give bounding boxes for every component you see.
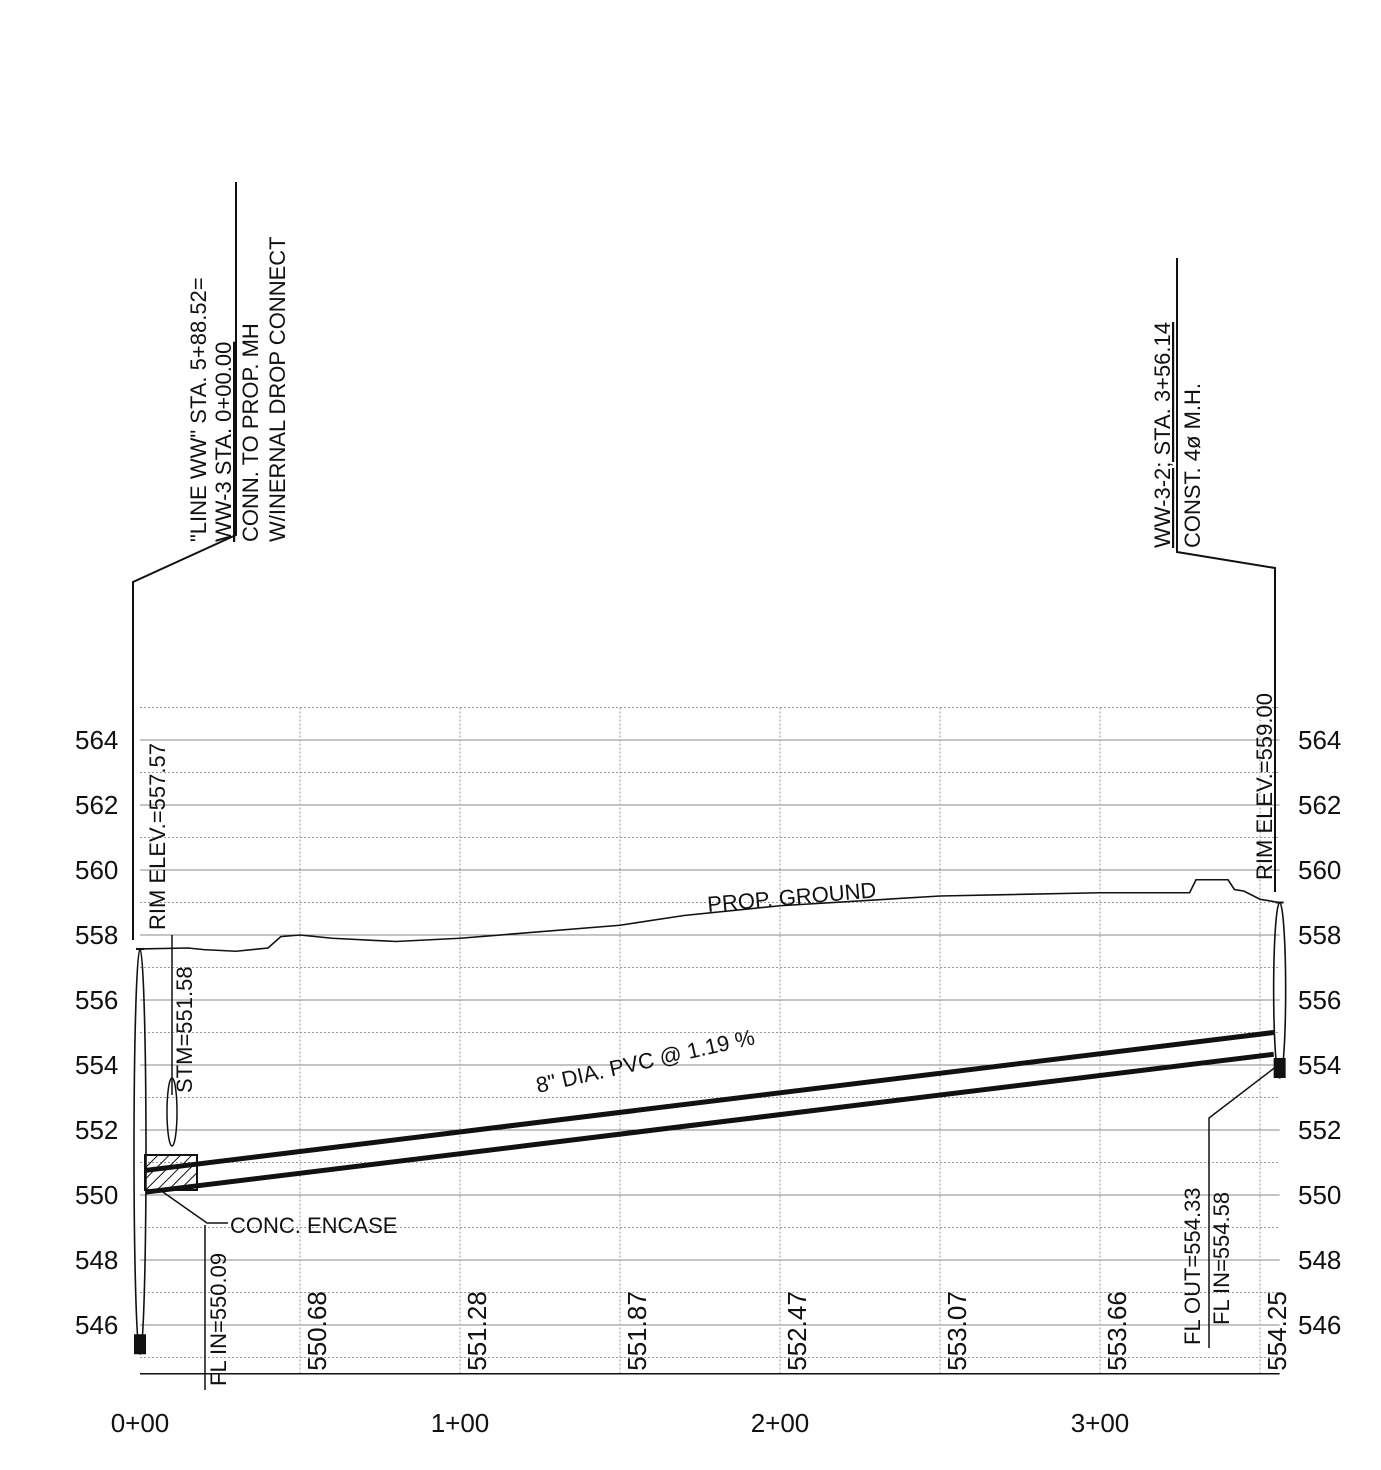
encasement-hatch — [144, 1154, 198, 1191]
elev-tick-left: 564 — [75, 725, 118, 755]
elev-tick-right: 556 — [1298, 985, 1341, 1015]
invert-label: 550.68 — [302, 1291, 332, 1371]
elev-tick-left: 562 — [75, 790, 118, 820]
flow-line-in-right: FL IN=554.58 — [1209, 1192, 1234, 1325]
elev-tick-left: 560 — [75, 855, 118, 885]
callout-right-leader — [1176, 258, 1276, 892]
elev-tick-left: 546 — [75, 1310, 118, 1340]
invert-label: 551.87 — [622, 1291, 652, 1371]
callout-left-leader — [132, 182, 237, 940]
storm-pipe-ellipse — [166, 1077, 178, 1147]
rim-elevation-right: RIM ELEV.=559.00 — [1252, 693, 1277, 880]
station-tick: 2+00 — [751, 1408, 810, 1438]
invert-label: 552.47 — [782, 1291, 812, 1371]
elev-tick-right: 562 — [1298, 790, 1341, 820]
flow-line-out-right: FL OUT=554.33 — [1180, 1187, 1205, 1345]
elev-tick-right: 558 — [1298, 920, 1341, 950]
pipe-label: 8" DIA. PVC @ 1.19 % — [534, 1024, 757, 1097]
elev-tick-right: 552 — [1298, 1115, 1341, 1145]
grid — [140, 707, 1280, 1375]
elev-tick-right: 554 — [1298, 1050, 1341, 1080]
elev-tick-right: 548 — [1298, 1245, 1341, 1275]
encasement-leader — [159, 1189, 228, 1224]
manhole-left — [133, 948, 147, 1356]
callout-right-line2: CONST. 4ø M.H. — [1180, 383, 1205, 548]
elev-tick-left: 558 — [75, 920, 118, 950]
concrete-encasement: CONC. ENCASE — [144, 1154, 397, 1238]
elev-tick-left: 556 — [75, 985, 118, 1015]
station-tick: 1+00 — [431, 1408, 490, 1438]
callout-left-line4: W/INERNAL DROP CONNECT — [265, 236, 290, 542]
elev-tick-right: 564 — [1298, 725, 1341, 755]
callout-left: "LINE WW" STA. 5+88.52= WW-3 STA. 0+00.0… — [132, 182, 290, 940]
flow-line-in-left: FL IN=550.09 — [206, 1253, 231, 1386]
callout-right-line1: WW-3-2; STA. 3+56.14 — [1150, 322, 1175, 548]
pipe-invert-line — [145, 1051, 1274, 1195]
pipe-crown-line — [145, 1030, 1274, 1173]
invert-label: 553.07 — [942, 1291, 972, 1371]
station-tick: 3+00 — [1071, 1408, 1130, 1438]
elev-tick-right: 560 — [1298, 855, 1341, 885]
ground-line — [139, 878, 1280, 953]
manhole-right-base — [1273, 1058, 1286, 1078]
rim-elevation-left: RIM ELEV.=557.57 — [145, 743, 170, 930]
elev-tick-left: 550 — [75, 1180, 118, 1210]
elev-tick-right: 550 — [1298, 1180, 1341, 1210]
profile-marks — [133, 878, 1287, 1356]
invert-label: 551.28 — [462, 1291, 492, 1371]
elev-tick-left: 552 — [75, 1115, 118, 1145]
manhole-right — [1272, 901, 1287, 1079]
station-axis: 0+00 1+00 2+00 3+00 — [111, 1408, 1130, 1438]
invert-label: 553.66 — [1102, 1291, 1132, 1371]
ground-label: PROP. GROUND — [706, 877, 877, 917]
elevation-axis-left: 564 562 560 558 556 554 552 550 548 546 — [75, 725, 118, 1340]
callout-left-line2: WW-3 STA. 0+00.00 — [211, 342, 236, 542]
callout-left-line3: CONN. TO PROP. MH — [238, 323, 263, 542]
manhole-left-base — [134, 1334, 146, 1355]
elevation-axis-right: 564 562 560 558 556 554 552 550 548 546 — [1298, 725, 1341, 1340]
callout-left-line1: "LINE WW" STA. 5+88.52= — [186, 277, 211, 542]
storm-label: STM=551.58 — [172, 966, 197, 1093]
encasement-label: CONC. ENCASE — [230, 1213, 397, 1238]
elev-tick-left: 554 — [75, 1050, 118, 1080]
flow-line-right: FL OUT=554.33 FL IN=554.58 — [1180, 1065, 1278, 1348]
callout-right: WW-3-2; STA. 3+56.14 CONST. 4ø M.H. — [1150, 258, 1276, 892]
invert-label: 554.25 — [1262, 1291, 1292, 1371]
station-tick: 0+00 — [111, 1408, 170, 1438]
storm-crossing: STM=551.58 — [166, 935, 197, 1147]
invert-labels: 550.68 551.28 551.87 552.47 553.07 553.66 554.… — [302, 1291, 1292, 1371]
elev-tick-right: 546 — [1298, 1310, 1341, 1340]
elev-tick-left: 548 — [75, 1245, 118, 1275]
flow-line-right-leader — [1208, 1065, 1278, 1348]
